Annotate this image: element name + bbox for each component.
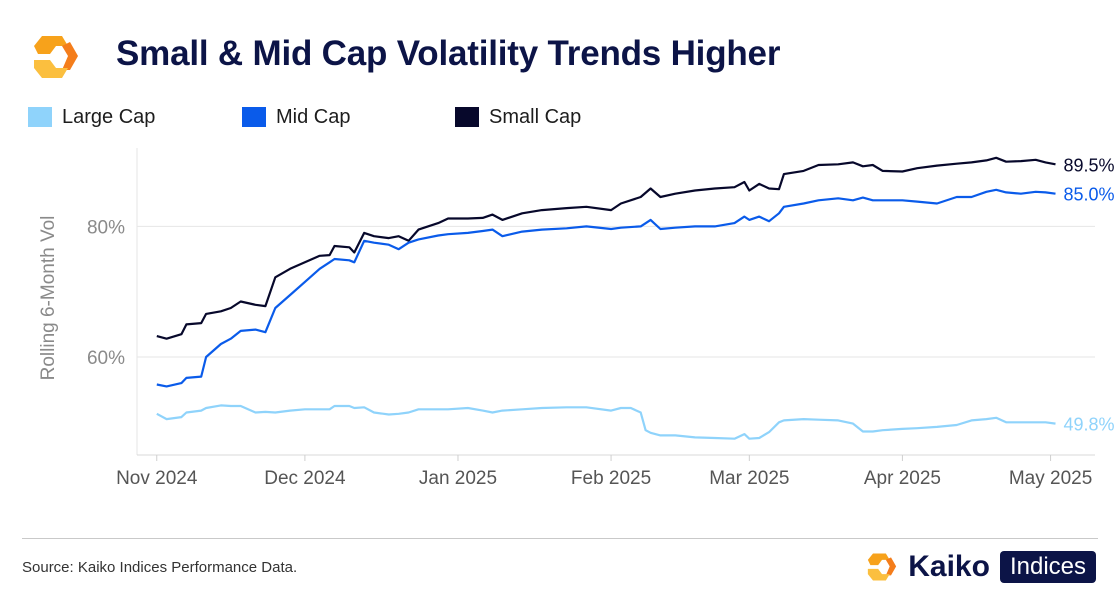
series bbox=[156, 156, 1056, 440]
legend-swatch-mid-cap bbox=[242, 107, 266, 127]
kaiko-logo-icon bbox=[34, 36, 78, 78]
footer-divider bbox=[22, 538, 1098, 539]
brand-lockup: Kaiko Indices bbox=[864, 547, 1096, 587]
x-tick-label: Feb 2025 bbox=[571, 468, 651, 489]
grid bbox=[137, 225, 1095, 358]
x-tick-label: Dec 2024 bbox=[264, 468, 346, 489]
x-tick-label: May 2025 bbox=[1009, 468, 1092, 489]
series-line-mid-cap bbox=[156, 188, 1056, 388]
x-tick-label: Nov 2024 bbox=[116, 468, 198, 489]
legend-swatch-small-cap bbox=[455, 107, 479, 127]
legend-item-mid-cap: Mid Cap bbox=[242, 104, 350, 130]
end-label-small-cap: 89.5% bbox=[1063, 155, 1114, 175]
axes bbox=[136, 148, 1095, 456]
x-tick-label: Mar 2025 bbox=[709, 468, 789, 489]
end-label-large-cap: 49.8% bbox=[1063, 415, 1114, 435]
legend-item-large-cap: Large Cap bbox=[28, 104, 155, 130]
y-tick-label: 80% bbox=[87, 217, 125, 238]
legend-label-mid-cap: Mid Cap bbox=[276, 105, 351, 128]
x-tick-labels: Nov 2024 Dec 2024 Jan 2025 Feb 2025 Mar 2025… bbox=[116, 455, 1092, 489]
y-tick-label: 60% bbox=[87, 348, 125, 369]
x-tick-label: Apr 2025 bbox=[864, 468, 941, 489]
y-tick-labels: 60% 80% bbox=[87, 217, 125, 369]
series-line-small-cap bbox=[156, 156, 1056, 340]
kaiko-logo-icon bbox=[868, 553, 897, 581]
chart-title: Small & Mid Cap Volatility Trends Higher bbox=[116, 34, 781, 73]
legend-swatch-large-cap bbox=[28, 107, 52, 127]
end-labels: 89.5% 85.0% 49.8% bbox=[1063, 155, 1114, 434]
brand-name: Kaiko bbox=[908, 550, 990, 583]
y-axis-title: Rolling 6-Month Vol bbox=[38, 216, 59, 381]
source-note: Source: Kaiko Indices Performance Data. bbox=[22, 559, 298, 576]
legend-label-small-cap: Small Cap bbox=[489, 105, 582, 128]
end-label-mid-cap: 85.0% bbox=[1063, 185, 1114, 205]
legend-item-small-cap: Small Cap bbox=[455, 104, 581, 130]
legend-label-large-cap: Large Cap bbox=[62, 105, 156, 128]
brand-tag: Indices bbox=[999, 551, 1096, 583]
series-line-large-cap bbox=[156, 404, 1056, 440]
x-tick-label: Jan 2025 bbox=[419, 468, 497, 489]
